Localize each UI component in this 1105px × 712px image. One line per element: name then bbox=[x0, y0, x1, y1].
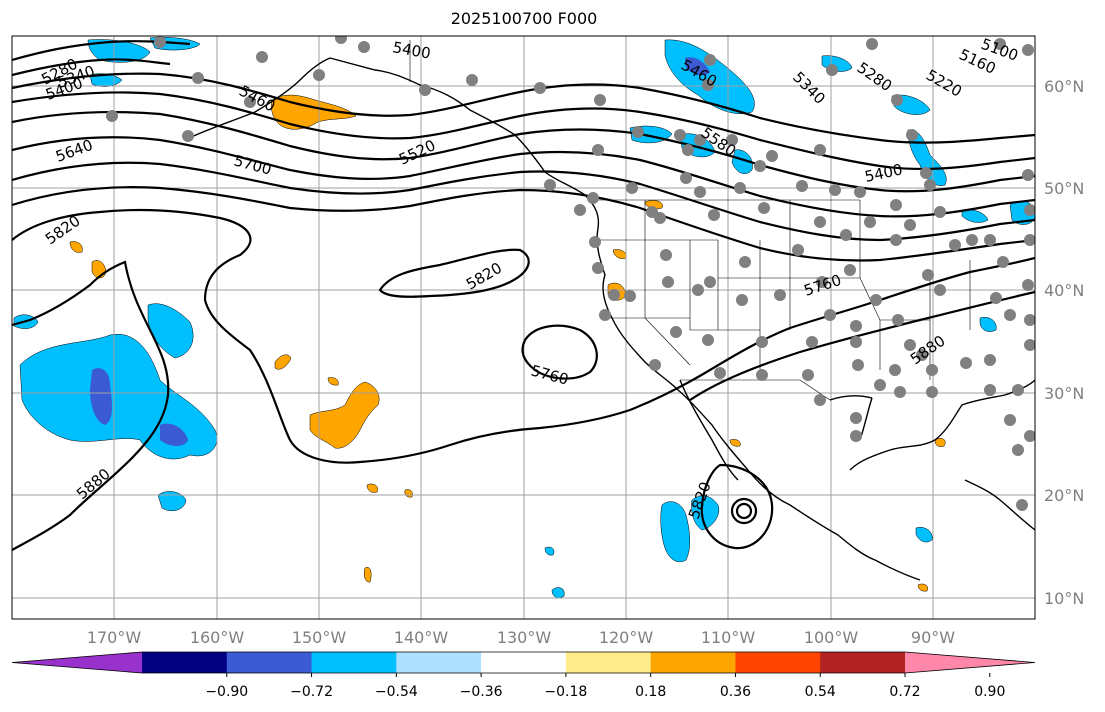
map-frame bbox=[11, 35, 1036, 620]
colorbar-swatch bbox=[735, 652, 821, 673]
colorbar-extend-low bbox=[12, 652, 142, 673]
lat-label-30n: 30°N bbox=[1044, 384, 1084, 403]
colorbar-swatch bbox=[565, 652, 652, 673]
lon-label-160w: 160°W bbox=[190, 628, 245, 647]
colorbar-tick-label: 0.36 bbox=[720, 684, 751, 700]
colorbar-swatch bbox=[226, 652, 313, 673]
colorbar-swatch bbox=[650, 652, 736, 673]
anomaly-shading bbox=[13, 37, 1035, 598]
lon-label-90w: 90°W bbox=[911, 628, 955, 647]
lon-label-130w: 130°W bbox=[497, 628, 552, 647]
lon-label-120w: 120°W bbox=[599, 628, 654, 647]
colorbar-swatch bbox=[142, 652, 228, 673]
colorbar-tick-label: 0.72 bbox=[889, 684, 920, 700]
lat-label-40n: 40°N bbox=[1044, 281, 1084, 300]
height-contours bbox=[12, 40, 1035, 551]
colorbar-tick-label: −0.90 bbox=[205, 684, 248, 700]
longitude-labels: 170°W 160°W 150°W 140°W 130°W 120°W 110°… bbox=[87, 628, 955, 647]
station-markers bbox=[106, 36, 1035, 511]
negative-anomaly-area-south bbox=[544, 317, 997, 598]
latitude-labels: 60°N 50°N 40°N 30°N 20°N 10°N bbox=[1044, 77, 1084, 608]
lat-label-60n: 60°N bbox=[1044, 77, 1084, 96]
colorbar-swatch bbox=[396, 652, 482, 673]
map-title: 2025100700 F000 bbox=[450, 9, 598, 28]
lon-label-150w: 150°W bbox=[292, 628, 347, 647]
map-area: 5280 5340 5400 5460 5400 5640 5700 5520 … bbox=[12, 36, 1035, 619]
colorbar-swatch bbox=[481, 652, 567, 673]
colorbar-swatch bbox=[820, 652, 906, 673]
lon-label-110w: 110°W bbox=[701, 628, 756, 647]
lon-label-140w: 140°W bbox=[394, 628, 449, 647]
lat-lon-grid bbox=[12, 36, 1035, 619]
colorbar-tick-label: 0.54 bbox=[805, 684, 836, 700]
colorbar-outline bbox=[11, 651, 1036, 674]
colorbar-swatches bbox=[12, 652, 1035, 673]
lat-label-10n: 10°N bbox=[1044, 589, 1084, 608]
colorbar-tick-label: −0.72 bbox=[290, 684, 333, 700]
colorbar-extend-high bbox=[905, 652, 1035, 673]
lat-label-50n: 50°N bbox=[1044, 179, 1084, 198]
colorbar-tick-label: −0.54 bbox=[375, 684, 418, 700]
colorbar-tick-label: −0.36 bbox=[460, 684, 503, 700]
colorbar: −0.90 −0.72 −0.54 −0.36 −0.18 0.18 0.36 0.54 0.7… bbox=[11, 651, 1036, 700]
colorbar-swatch bbox=[311, 652, 397, 673]
lon-label-100w: 100°W bbox=[804, 628, 859, 647]
colorbar-ticks: −0.90 −0.72 −0.54 −0.36 −0.18 0.18 0.36 0.54 0.7… bbox=[205, 673, 1005, 700]
colorbar-tick-label: 0.90 bbox=[974, 684, 1005, 700]
lat-label-20n: 20°N bbox=[1044, 486, 1084, 505]
colorbar-tick-label: 0.18 bbox=[635, 684, 666, 700]
lon-label-170w: 170°W bbox=[87, 628, 142, 647]
colorbar-tick-label: −0.18 bbox=[544, 684, 587, 700]
